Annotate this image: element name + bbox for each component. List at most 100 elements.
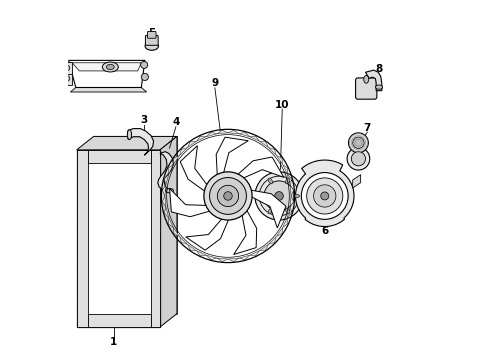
- Text: 10: 10: [275, 99, 290, 109]
- Polygon shape: [295, 160, 354, 226]
- Polygon shape: [366, 70, 382, 91]
- Polygon shape: [196, 136, 206, 141]
- Polygon shape: [151, 150, 160, 327]
- Ellipse shape: [102, 62, 118, 72]
- Polygon shape: [269, 148, 276, 156]
- Polygon shape: [164, 174, 169, 185]
- Circle shape: [141, 61, 147, 68]
- Polygon shape: [160, 136, 177, 327]
- Text: 4: 4: [172, 117, 179, 127]
- Ellipse shape: [268, 178, 272, 184]
- Circle shape: [264, 181, 294, 211]
- Ellipse shape: [166, 189, 173, 193]
- Polygon shape: [260, 141, 269, 148]
- Circle shape: [64, 65, 70, 71]
- Polygon shape: [260, 244, 269, 251]
- Text: 9: 9: [211, 78, 219, 88]
- Polygon shape: [239, 255, 249, 260]
- Polygon shape: [63, 72, 72, 85]
- Polygon shape: [88, 314, 151, 327]
- Polygon shape: [290, 185, 294, 196]
- Circle shape: [307, 178, 343, 214]
- Circle shape: [255, 172, 303, 220]
- Polygon shape: [247, 190, 286, 228]
- Polygon shape: [217, 258, 228, 262]
- Polygon shape: [76, 136, 177, 150]
- Polygon shape: [239, 132, 249, 137]
- Circle shape: [321, 192, 329, 200]
- Ellipse shape: [364, 76, 368, 83]
- Ellipse shape: [106, 64, 114, 70]
- Polygon shape: [287, 207, 292, 217]
- Polygon shape: [228, 258, 239, 262]
- Polygon shape: [186, 216, 230, 250]
- Polygon shape: [188, 244, 196, 251]
- Text: 3: 3: [140, 116, 147, 125]
- Polygon shape: [162, 196, 166, 207]
- Polygon shape: [228, 130, 239, 134]
- Polygon shape: [71, 87, 147, 92]
- FancyBboxPatch shape: [146, 35, 158, 45]
- Polygon shape: [287, 174, 292, 185]
- Polygon shape: [180, 237, 188, 244]
- FancyBboxPatch shape: [356, 78, 377, 99]
- Text: 5: 5: [148, 28, 155, 38]
- Polygon shape: [180, 148, 188, 156]
- Polygon shape: [128, 129, 153, 155]
- Polygon shape: [180, 146, 209, 193]
- Polygon shape: [290, 196, 294, 207]
- Polygon shape: [94, 136, 177, 314]
- Polygon shape: [235, 157, 284, 179]
- Circle shape: [353, 137, 364, 148]
- Polygon shape: [217, 130, 228, 134]
- Circle shape: [351, 152, 366, 166]
- Circle shape: [314, 185, 336, 207]
- Polygon shape: [88, 150, 151, 163]
- Ellipse shape: [268, 208, 272, 214]
- Ellipse shape: [286, 178, 290, 184]
- Polygon shape: [168, 165, 173, 174]
- Circle shape: [210, 177, 246, 215]
- Polygon shape: [76, 150, 160, 327]
- Polygon shape: [196, 251, 206, 256]
- Text: 7: 7: [364, 122, 371, 132]
- Ellipse shape: [375, 85, 383, 89]
- Ellipse shape: [293, 194, 299, 198]
- Polygon shape: [283, 217, 288, 228]
- Text: 6: 6: [321, 226, 328, 237]
- Polygon shape: [69, 60, 145, 87]
- Circle shape: [301, 172, 348, 219]
- Circle shape: [141, 73, 148, 81]
- Circle shape: [218, 185, 239, 207]
- Ellipse shape: [259, 194, 265, 198]
- Polygon shape: [63, 62, 72, 74]
- Circle shape: [204, 172, 252, 220]
- Polygon shape: [249, 136, 260, 141]
- Ellipse shape: [127, 130, 132, 140]
- Polygon shape: [269, 237, 276, 244]
- Polygon shape: [168, 217, 173, 228]
- Ellipse shape: [286, 208, 290, 214]
- Circle shape: [348, 133, 368, 153]
- Polygon shape: [72, 63, 141, 71]
- Circle shape: [224, 192, 232, 200]
- Text: 1: 1: [110, 337, 118, 347]
- Ellipse shape: [145, 42, 159, 50]
- Polygon shape: [158, 152, 173, 191]
- Polygon shape: [173, 156, 180, 165]
- Polygon shape: [206, 132, 217, 137]
- FancyBboxPatch shape: [147, 31, 156, 38]
- Text: 2: 2: [73, 71, 80, 81]
- Circle shape: [275, 192, 283, 200]
- Polygon shape: [188, 141, 196, 148]
- Polygon shape: [353, 175, 361, 188]
- Circle shape: [347, 147, 370, 170]
- Polygon shape: [276, 156, 283, 165]
- Polygon shape: [164, 207, 169, 217]
- Polygon shape: [76, 150, 88, 327]
- Polygon shape: [249, 251, 260, 256]
- Polygon shape: [283, 165, 288, 174]
- Polygon shape: [234, 207, 257, 255]
- Polygon shape: [173, 228, 180, 237]
- Circle shape: [64, 76, 70, 81]
